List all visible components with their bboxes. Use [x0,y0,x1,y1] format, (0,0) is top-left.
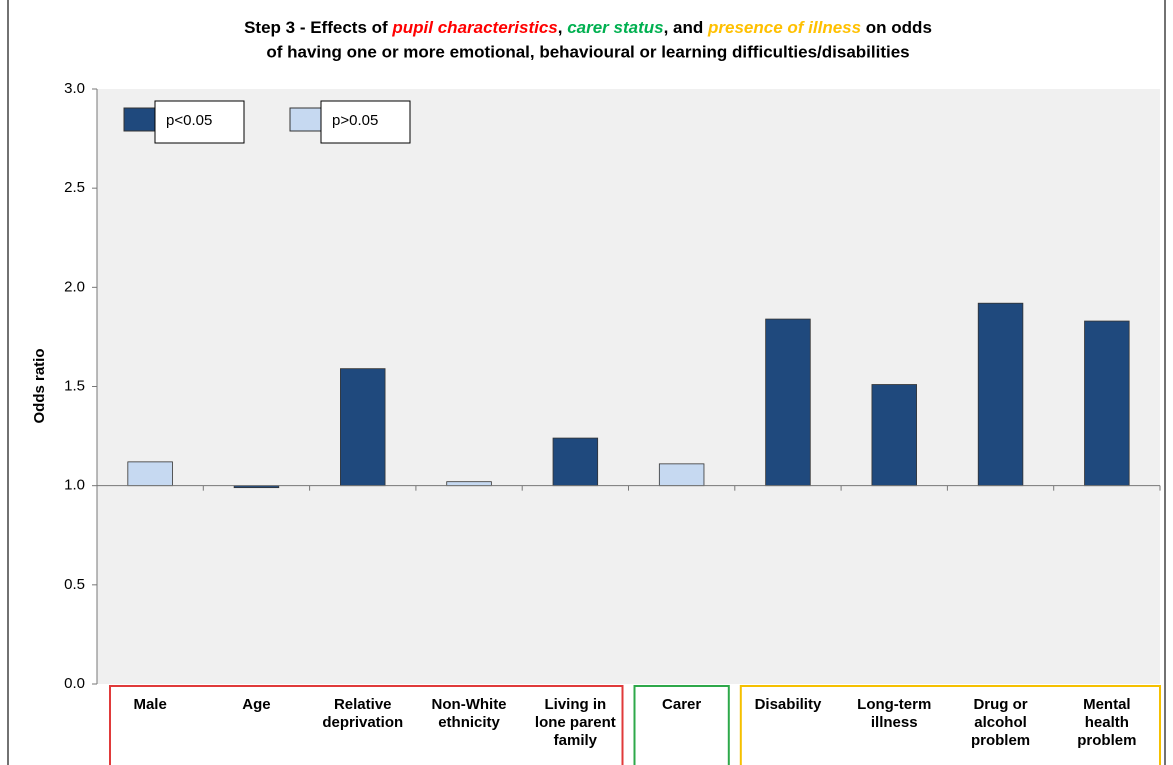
x-tick-label-line: Disability [755,696,822,713]
legend-label: p<0.05 [166,112,212,129]
x-tick-label-line: Male [133,696,166,713]
title-part: , [558,18,567,37]
x-tick-label: Disability [755,696,822,713]
legend-swatch [123,107,156,132]
legend-label: p>0.05 [332,112,378,129]
x-tick-label: Non-White ethnicity [432,696,507,731]
bar [446,481,492,487]
group-box [739,685,1161,765]
x-tick-label-line: Age [242,696,270,713]
x-tick-label-line: health [1085,714,1129,731]
bar [658,463,705,487]
x-tick-label-line: ethnicity [438,714,500,731]
y-axis-label: Odds ratio [31,348,48,423]
y-tick-label: 2.5 [64,179,85,196]
y-tick-label: 0.5 [64,576,85,593]
x-tick-label-line: family [554,732,598,749]
x-tick-label-line: Long-term [857,696,931,713]
legend-box [320,100,411,144]
bar [552,437,599,487]
x-tick-label: Mental health problem [1077,696,1136,749]
title-part: presence of illness [707,18,861,37]
x-tick-label: Long-term illness [857,696,931,731]
x-tick-label: Carer [662,696,701,713]
title-part: pupil characteristics [391,18,557,37]
legend-box [154,100,245,144]
legend-swatch [289,107,322,132]
x-tick-label-line: Mental [1083,696,1131,713]
x-tick-label: Male [133,696,166,713]
title-part: , and [664,18,708,37]
bar [871,384,917,487]
y-tick-label: 3.0 [64,80,85,97]
x-tick-label-line: lone parent [535,714,616,731]
x-tick-label: Drug or alcohol problem [971,696,1030,749]
x-tick-label: Living in lone parent family [535,696,616,749]
bar [765,318,811,487]
y-tick-label: 1.0 [64,477,85,494]
y-tick-label: 2.0 [64,278,85,295]
x-tick-label: Age [242,696,270,713]
title-part: on odds [861,18,932,37]
x-tick-label-line: problem [1077,732,1136,749]
x-tick-label-line: alcohol [974,714,1027,731]
x-tick-label-line: Drug or [973,696,1027,713]
y-tick-label: 1.5 [64,377,85,394]
x-tick-label-line: problem [971,732,1030,749]
x-tick-label-line: Carer [662,696,701,713]
title-part: Step 3 - Effects of [244,18,392,37]
bar [340,368,386,487]
x-tick-label-line: Non-White [432,696,507,713]
x-tick-label-line: illness [871,714,918,731]
x-tick-label: Relative deprivation [322,696,403,731]
group-box [633,685,730,765]
y-tick-label: 0.0 [64,675,85,692]
x-tick-label-line: Living in [545,696,607,713]
x-tick-label-line: deprivation [322,714,403,731]
chart-title: Step 3 - Effects of pupil characteristic… [244,18,932,37]
bar [127,461,173,487]
bar [977,302,1024,487]
group-box [109,685,624,765]
bar [1084,320,1130,487]
chart-subtitle: of having one or more emotional, behavio… [266,42,909,61]
x-tick-label-line: Relative [334,696,392,713]
title-part: carer status [567,18,663,37]
